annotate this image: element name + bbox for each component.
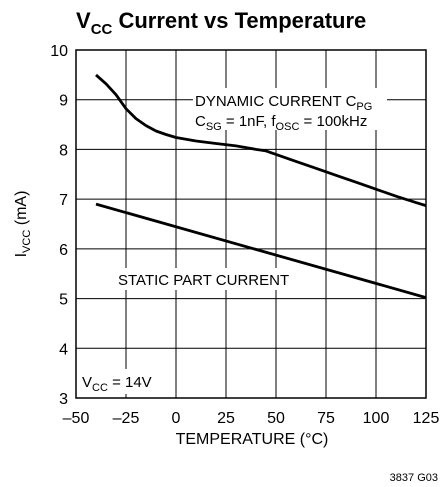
chart-title: VCC Current vs Temperature	[76, 8, 366, 38]
y-tick-labels: 3 4 5 6 7 8 9 10	[50, 43, 68, 408]
y-tick-label: 3	[59, 391, 68, 408]
y-axis-label: IVCC (mA)	[13, 191, 33, 258]
vcc-annotation-bg	[79, 369, 159, 394]
x-axis-label: TEMPERATURE (°C)	[176, 431, 329, 448]
x-tick-label: 100	[363, 410, 390, 427]
x-tick-label: –25	[113, 410, 140, 427]
y-tick-label: 4	[59, 341, 68, 358]
x-tick-labels: –50 –25 0 25 50 75 100 125	[63, 410, 440, 427]
vcc-annotation: VCC = 14V	[82, 374, 152, 394]
series-static-part-current	[95, 202, 427, 299]
dynamic-annotation-line2: CSG = 1nF, fOSC = 100kHz	[195, 113, 367, 133]
plot-frame	[75, 49, 427, 399]
series-dynamic-current	[95, 73, 427, 207]
x-tick-label: 0	[172, 410, 181, 427]
dynamic-annotation-line1: DYNAMIC CURRENT CPG	[195, 93, 372, 113]
x-tick-label: 75	[317, 410, 335, 427]
static-annotation: STATIC PART CURRENT	[118, 272, 289, 289]
dynamic-annotation-bg	[193, 88, 387, 130]
y-tick-label: 10	[50, 43, 68, 60]
y-tick-label: 7	[59, 192, 68, 209]
x-tick-label: 125	[413, 410, 440, 427]
static-annotation-bg	[116, 268, 304, 290]
y-tick-label: 5	[59, 292, 68, 309]
y-tick-label: 8	[59, 142, 68, 159]
y-tick-label: 6	[59, 242, 68, 259]
y-tick-label: 9	[59, 93, 68, 110]
x-tick-label: –50	[63, 410, 90, 427]
x-tick-label: 25	[217, 410, 235, 427]
figure-id: 3837 G03	[390, 472, 438, 484]
x-tick-label: 50	[267, 410, 285, 427]
